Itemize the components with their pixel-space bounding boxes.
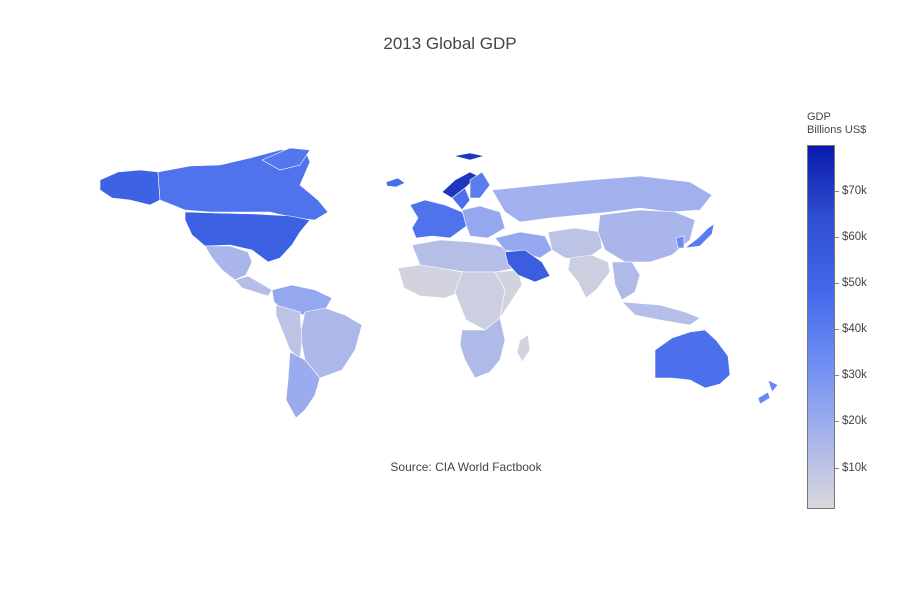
region-korea[interactable] <box>675 235 685 249</box>
region-madagascar[interactable] <box>516 334 531 363</box>
region-central-america[interactable] <box>234 275 273 297</box>
colorbar-tick-label: $20k <box>835 415 867 428</box>
colorbar-tick-label: $10k <box>835 461 867 474</box>
source-annotation: Source: CIA World Factbook <box>390 460 542 474</box>
colorbar-tick-label: $30k <box>835 369 867 382</box>
colorbar-tick-label: $70k <box>835 185 867 198</box>
region-middle-east[interactable] <box>494 231 553 259</box>
region-india[interactable] <box>567 254 611 299</box>
region-united-states[interactable] <box>184 211 311 263</box>
region-new-zealand[interactable] <box>757 379 779 405</box>
colorbar-tick-label: $40k <box>835 323 867 336</box>
colorbar-title-line2: Billions US$ <box>807 124 867 136</box>
region-finland[interactable] <box>469 171 491 199</box>
region-southern-africa[interactable] <box>459 317 506 379</box>
region-mexico[interactable] <box>204 245 253 281</box>
region-southeast-asia[interactable] <box>611 261 641 301</box>
region-iceland[interactable] <box>385 177 406 188</box>
colorbar-tick-label: $50k <box>835 277 867 290</box>
region-china[interactable] <box>597 209 696 263</box>
region-indonesia[interactable] <box>621 301 701 326</box>
colorbar <box>807 145 835 509</box>
region-greenland[interactable] <box>261 147 311 171</box>
region-saudi-arabia[interactable] <box>504 249 551 283</box>
region-argentina[interactable] <box>285 351 321 419</box>
region-alaska[interactable] <box>99 169 161 206</box>
region-western-europe[interactable] <box>409 199 469 239</box>
colorbar-title: GDP Billions US$ <box>807 111 866 137</box>
region-sweden[interactable] <box>451 187 471 211</box>
region-japan[interactable] <box>683 223 715 249</box>
region-central-asia[interactable] <box>547 227 603 261</box>
region-australia[interactable] <box>654 329 731 389</box>
colorbar-tick-label: $60k <box>835 231 867 244</box>
map-title: 2013 Global GDP <box>383 34 517 53</box>
colorbar-title-line1: GDP <box>807 111 831 123</box>
region-andes[interactable] <box>275 304 303 361</box>
region-brazil[interactable] <box>299 307 363 379</box>
region-eastern-europe[interactable] <box>461 205 506 239</box>
